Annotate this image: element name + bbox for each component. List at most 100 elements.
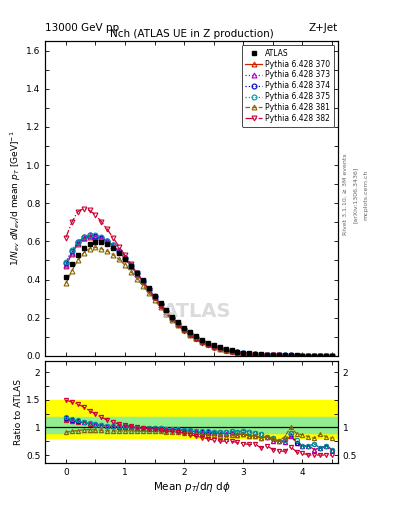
Pythia 6.428 374 xyxy=(229,348,234,354)
Pythia 6.428 374 xyxy=(330,353,334,359)
Pythia 6.428 382 xyxy=(241,351,246,357)
Pythia 6.428 382 xyxy=(206,342,210,348)
Pythia 6.428 374 xyxy=(294,353,299,359)
Pythia 6.428 374 xyxy=(318,353,323,359)
Y-axis label: $1/N_{ev}$ $dN_{ev}$/d mean $p_T$ [GeV]$^{-1}$: $1/N_{ev}$ $dN_{ev}$/d mean $p_T$ [GeV]$… xyxy=(9,131,23,266)
Pythia 6.428 373 xyxy=(87,233,92,239)
Pythia 6.428 382 xyxy=(223,348,228,354)
Pythia 6.428 382 xyxy=(247,351,252,357)
Pythia 6.428 370 xyxy=(229,348,234,354)
Pythia 6.428 370 xyxy=(152,294,157,300)
Pythia 6.428 382 xyxy=(235,350,240,356)
Pythia 6.428 374 xyxy=(206,341,210,347)
Pythia 6.428 375 xyxy=(123,254,127,261)
Pythia 6.428 374 xyxy=(129,263,133,269)
Pythia 6.428 370 xyxy=(117,249,121,255)
Pythia 6.428 374 xyxy=(75,239,80,245)
ATLAS xyxy=(206,339,210,346)
ATLAS xyxy=(134,270,139,276)
Pythia 6.428 374 xyxy=(123,255,127,261)
Pythia 6.428 375 xyxy=(259,351,263,357)
ATLAS xyxy=(211,342,216,348)
Pythia 6.428 382 xyxy=(200,339,204,346)
Pythia 6.428 381 xyxy=(200,338,204,345)
Pythia 6.428 382 xyxy=(182,328,187,334)
Pythia 6.428 373 xyxy=(117,248,121,254)
Pythia 6.428 382 xyxy=(158,303,163,309)
Pythia 6.428 370 xyxy=(330,353,334,359)
Pythia 6.428 381 xyxy=(223,347,228,353)
ATLAS xyxy=(235,349,240,355)
Pythia 6.428 381 xyxy=(312,353,317,359)
Pythia 6.428 374 xyxy=(111,242,116,248)
Pythia 6.428 375 xyxy=(200,338,204,344)
ATLAS xyxy=(81,245,86,251)
Pythia 6.428 373 xyxy=(306,353,311,359)
Pythia 6.428 375 xyxy=(146,286,151,292)
Pythia 6.428 373 xyxy=(253,351,257,357)
Pythia 6.428 370 xyxy=(81,236,86,242)
Pythia 6.428 373 xyxy=(324,353,329,359)
Pythia 6.428 370 xyxy=(288,352,293,358)
Pythia 6.428 374 xyxy=(117,248,121,254)
Pythia 6.428 381 xyxy=(81,250,86,256)
Pythia 6.428 382 xyxy=(300,353,305,359)
Pythia 6.428 381 xyxy=(134,275,139,282)
Pythia 6.428 382 xyxy=(312,353,317,359)
Pythia 6.428 373 xyxy=(247,351,252,357)
ATLAS xyxy=(300,352,305,358)
ATLAS xyxy=(294,352,299,358)
Pythia 6.428 382 xyxy=(87,207,92,214)
Text: mcplots.cern.ch: mcplots.cern.ch xyxy=(363,169,368,220)
ATLAS xyxy=(170,314,175,320)
Y-axis label: Ratio to ATLAS: Ratio to ATLAS xyxy=(14,379,23,445)
Pythia 6.428 375 xyxy=(70,247,74,253)
Pythia 6.428 370 xyxy=(194,335,198,341)
ATLAS xyxy=(105,241,110,247)
Pythia 6.428 374 xyxy=(270,352,275,358)
Pythia 6.428 381 xyxy=(170,317,175,323)
ATLAS xyxy=(194,333,198,339)
ATLAS xyxy=(188,329,193,335)
Pythia 6.428 370 xyxy=(188,331,193,337)
Pythia 6.428 373 xyxy=(330,353,334,359)
Pythia 6.428 373 xyxy=(111,243,116,249)
Pythia 6.428 381 xyxy=(276,352,281,358)
Pythia 6.428 370 xyxy=(64,263,68,269)
ATLAS xyxy=(223,346,228,352)
Pythia 6.428 375 xyxy=(105,238,110,244)
Pythia 6.428 375 xyxy=(93,232,98,239)
Pythia 6.428 375 xyxy=(264,352,269,358)
ATLAS xyxy=(229,348,234,354)
Pythia 6.428 370 xyxy=(75,241,80,247)
Pythia 6.428 381 xyxy=(99,246,104,252)
ATLAS xyxy=(200,336,204,343)
Pythia 6.428 373 xyxy=(152,294,157,300)
Pythia 6.428 370 xyxy=(241,350,246,356)
Pythia 6.428 375 xyxy=(64,259,68,265)
Pythia 6.428 370 xyxy=(140,279,145,285)
Pythia 6.428 373 xyxy=(146,286,151,292)
Pythia 6.428 374 xyxy=(306,353,311,359)
ATLAS xyxy=(270,352,275,358)
ATLAS xyxy=(330,353,334,359)
Pythia 6.428 382 xyxy=(105,226,110,232)
Pythia 6.428 373 xyxy=(300,353,305,359)
Pythia 6.428 382 xyxy=(81,205,86,211)
ATLAS xyxy=(276,352,281,358)
Pythia 6.428 373 xyxy=(182,326,187,332)
Pythia 6.428 381 xyxy=(241,350,246,356)
Pythia 6.428 381 xyxy=(176,322,181,328)
Pythia 6.428 382 xyxy=(70,219,74,225)
Pythia 6.428 373 xyxy=(229,348,234,354)
Pythia 6.428 373 xyxy=(134,270,139,276)
Pythia 6.428 374 xyxy=(134,270,139,276)
Pythia 6.428 370 xyxy=(134,271,139,277)
Pythia 6.428 370 xyxy=(318,353,323,359)
Pythia 6.428 374 xyxy=(164,308,169,314)
Pythia 6.428 382 xyxy=(283,352,287,358)
ATLAS xyxy=(75,251,80,258)
Pythia 6.428 381 xyxy=(300,353,305,359)
Pythia 6.428 374 xyxy=(158,301,163,307)
Pythia 6.428 373 xyxy=(164,309,169,315)
